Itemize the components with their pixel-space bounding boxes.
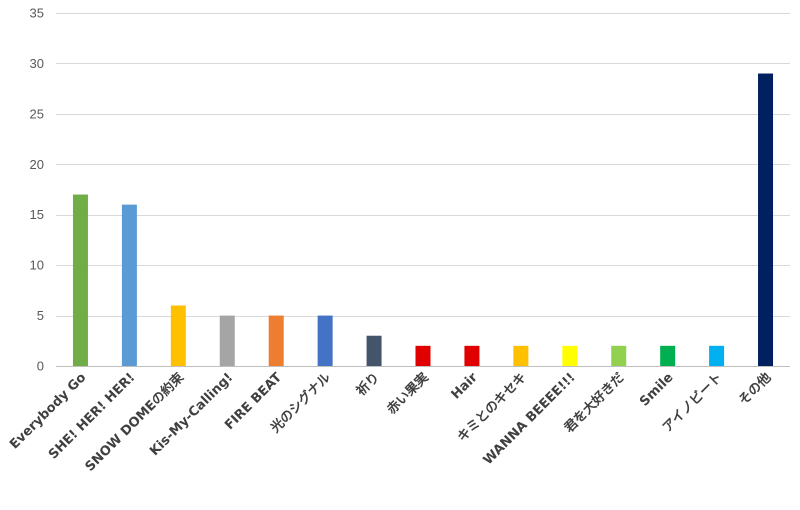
y-tick-label: 30 — [30, 56, 44, 71]
x-category-label: Kis-My-Calling! — [147, 370, 236, 459]
y-axis-tick-labels: 0 5 10 15 20 25 30 35 — [30, 6, 44, 374]
bar — [611, 345, 627, 366]
y-tick-label: 10 — [30, 258, 44, 273]
x-category-label: 赤い果実 — [384, 370, 432, 418]
y-tick-label: 35 — [30, 6, 44, 21]
y-tick-label: 25 — [30, 106, 44, 121]
y-tick-label: 15 — [30, 207, 44, 222]
x-category-label: WANNA BEEEE!!! — [481, 370, 579, 468]
bar — [219, 315, 235, 366]
x-category-label: Smile — [637, 370, 676, 409]
bar — [170, 305, 186, 366]
bars — [72, 73, 774, 366]
x-category-label: Hair — [449, 370, 482, 403]
bar — [758, 73, 774, 366]
bar — [709, 345, 725, 366]
x-category-label: その他 — [735, 370, 774, 409]
bar — [366, 335, 382, 366]
bar — [464, 345, 480, 366]
y-tick-label: 5 — [37, 308, 44, 323]
bar — [513, 345, 529, 366]
x-category-label: SNOW DOMEの約束 — [82, 369, 188, 475]
bar — [660, 345, 676, 366]
bar — [268, 315, 284, 366]
bar — [317, 315, 333, 366]
y-tick-label: 20 — [30, 157, 44, 172]
gridlines — [56, 13, 790, 367]
bar — [72, 194, 88, 366]
bar — [562, 345, 578, 366]
bar — [121, 204, 137, 366]
y-tick-label: 0 — [37, 359, 44, 374]
x-category-label: 祈り — [353, 370, 383, 400]
x-category-label: SHE! HER! HER! — [46, 370, 138, 462]
bar — [415, 345, 431, 366]
